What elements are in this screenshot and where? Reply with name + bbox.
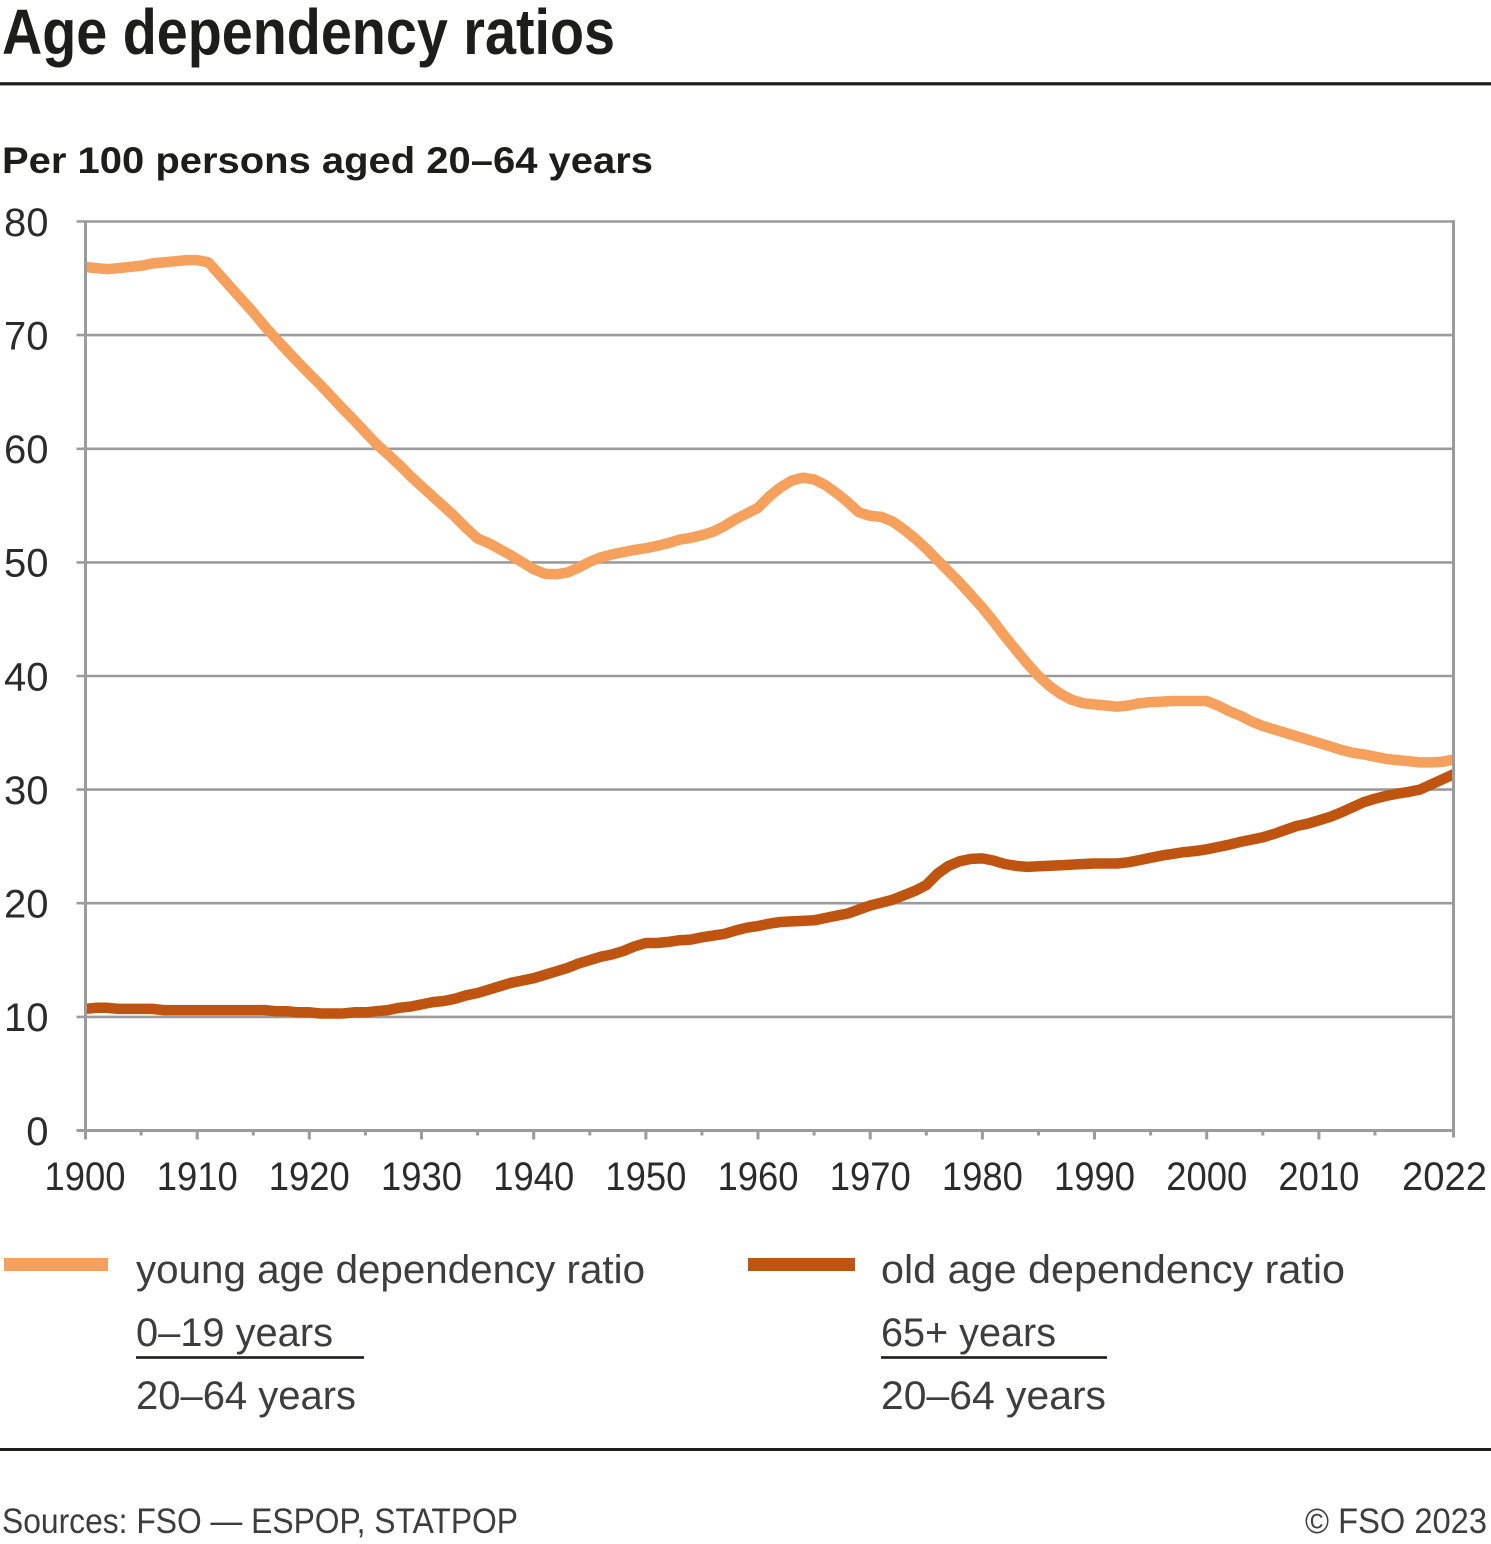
svg-text:20: 20 [4,883,49,927]
svg-text:20–64 years: 20–64 years [881,1374,1106,1418]
svg-text:1960: 1960 [718,1155,799,1199]
svg-text:60: 60 [4,428,49,472]
svg-text:1990: 1990 [1054,1155,1135,1199]
svg-text:80: 80 [4,201,49,245]
svg-text:young age dependency ratio: young age dependency ratio [136,1248,645,1292]
svg-text:0: 0 [26,1110,48,1154]
svg-text:1970: 1970 [830,1155,911,1199]
svg-text:1920: 1920 [269,1155,350,1199]
svg-text:65+ years: 65+ years [881,1311,1056,1355]
svg-text:Sources: FSO — ESPOP, STATPOP: Sources: FSO — ESPOP, STATPOP [2,1502,518,1541]
svg-text:1980: 1980 [942,1155,1023,1199]
svg-text:40: 40 [4,655,49,699]
svg-text:30: 30 [4,769,49,813]
svg-text:1950: 1950 [605,1155,686,1199]
svg-text:0–19 years: 0–19 years [136,1311,333,1355]
svg-text:1940: 1940 [493,1155,574,1199]
svg-text:Per 100 persons aged 20–64 yea: Per 100 persons aged 20–64 years [2,140,653,181]
svg-text:1930: 1930 [381,1155,462,1199]
svg-text:1910: 1910 [157,1155,238,1199]
svg-text:1900: 1900 [45,1155,126,1199]
svg-text:old age dependency ratio: old age dependency ratio [881,1248,1345,1292]
svg-text:2010: 2010 [1278,1155,1359,1199]
svg-text:50: 50 [4,542,49,586]
svg-text:70: 70 [4,314,49,358]
svg-text:Age dependency ratios: Age dependency ratios [2,0,615,68]
svg-text:10: 10 [4,996,49,1040]
svg-text:20–64 years: 20–64 years [136,1374,356,1418]
svg-text:2000: 2000 [1166,1155,1247,1199]
svg-text:2022: 2022 [1402,1155,1487,1199]
svg-text:© FSO 2023: © FSO 2023 [1305,1502,1487,1541]
